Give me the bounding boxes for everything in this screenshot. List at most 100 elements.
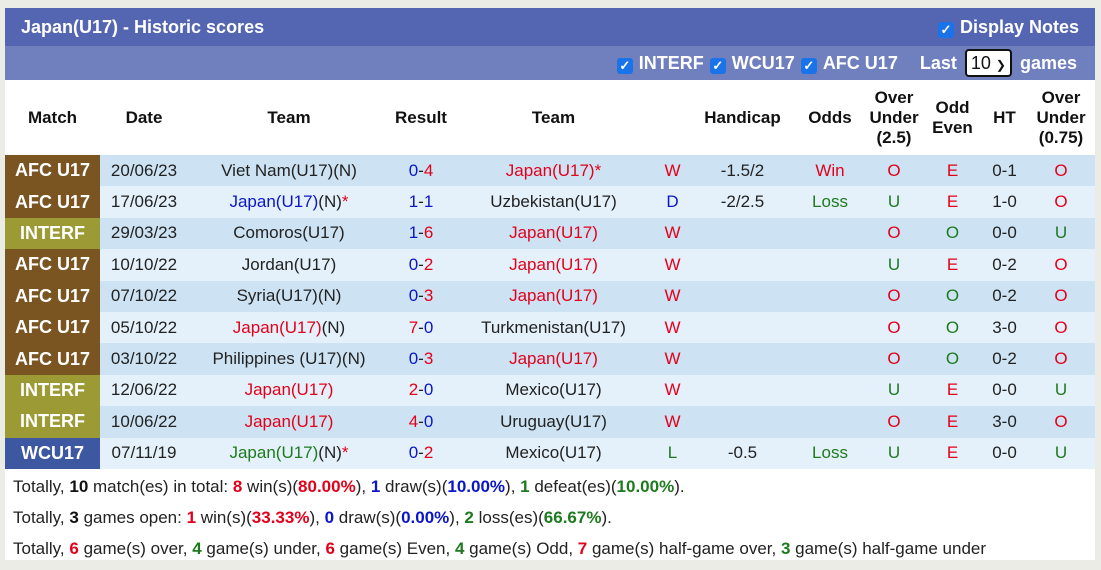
filter-wcu17[interactable]: ✓ WCU17 [709, 53, 795, 74]
home-team-cell[interactable]: Philippines (U17)(N) [188, 343, 390, 375]
filter-interf[interactable]: ✓ INTERF [616, 53, 704, 74]
summary-text: game(s) half-game under [790, 538, 987, 558]
filter-afc-u17[interactable]: ✓ AFC U17 [800, 53, 898, 74]
team-name: Comoros(U17) [233, 223, 345, 243]
match-badge[interactable]: AFC U17 [5, 311, 100, 344]
checkbox-icon[interactable]: ✓ [937, 21, 954, 38]
home-team-cell[interactable]: Viet Nam(U17)(N) [188, 155, 390, 187]
score-dash: - [418, 349, 424, 369]
home-team-cell[interactable]: Japan(U17)(N)* [188, 437, 390, 469]
games-count-select[interactable]: 10 ❯ [964, 49, 1012, 77]
odd-even-cell: E [923, 374, 982, 407]
score-dash: - [418, 317, 424, 337]
date-cell: 29/03/23 [100, 217, 188, 250]
home-team-cell[interactable]: Japan(U17) [188, 406, 390, 438]
home-team-cell[interactable]: Japan(U17) [188, 374, 390, 407]
column-header: Team [267, 107, 311, 127]
half-time-cell: 0-0 [982, 217, 1027, 250]
away-team-cell[interactable]: Mexico(U17) [452, 374, 655, 407]
match-badge[interactable]: AFC U17 [5, 186, 100, 218]
home-score: 1 [408, 192, 419, 212]
result-letter: W [664, 317, 681, 337]
away-team-cell[interactable]: Turkmenistan(U17) [452, 311, 655, 344]
neutral-marker: (N) [318, 192, 342, 212]
score-cell[interactable]: 0-3 [390, 280, 452, 312]
handicap-cell [690, 249, 795, 281]
odd-even-value: O [945, 349, 960, 369]
away-team-cell[interactable]: Japan(U17) [452, 217, 655, 250]
summary-value: 10.00% [616, 476, 675, 496]
handicap-cell: -1.5/2 [690, 155, 795, 187]
match-badge[interactable]: AFC U17 [5, 343, 100, 375]
table-row: INTERF 10/06/22 Japan(U17) 4-0 Uruguay(U17) W… [5, 406, 1095, 438]
score-cell[interactable]: 4-0 [390, 406, 452, 438]
checkbox-icon[interactable]: ✓ [616, 57, 633, 74]
over-under-075-value: O [1054, 317, 1068, 337]
summary-text: ). [601, 507, 612, 527]
over-under-value: O [887, 223, 901, 243]
match-badge[interactable]: INTERF [5, 217, 100, 250]
team-name: Japan(U17) [505, 160, 595, 180]
team-name: Japan(U17) [509, 349, 598, 369]
home-team-cell[interactable]: Comoros(U17) [188, 217, 390, 250]
over-under-value: U [887, 254, 901, 274]
home-team-cell[interactable]: Japan(U17)(N) [188, 311, 390, 344]
score-cell[interactable]: 1-6 [390, 217, 452, 250]
odd-even-cell: E [923, 249, 982, 281]
date-cell: 17/06/23 [100, 186, 188, 218]
summary-text: defeat(es)( [529, 476, 617, 496]
home-team-cell[interactable]: Japan(U17)(N)* [188, 186, 390, 218]
away-score: 3 [423, 286, 434, 306]
summary-text: Totally, [13, 538, 70, 558]
away-team-cell[interactable]: Japan(U17)* [452, 155, 655, 187]
match-badge[interactable]: AFC U17 [5, 155, 100, 187]
score-dash: - [418, 192, 424, 212]
table-row: WCU17 07/11/19 Japan(U17)(N)* 0-2 Mexico(U17… [5, 437, 1095, 469]
checkbox-icon[interactable]: ✓ [800, 57, 817, 74]
team-name: Uzbekistan(U17) [490, 192, 617, 212]
star-marker: * [594, 160, 602, 180]
checkbox-icon[interactable]: ✓ [709, 57, 726, 74]
date-cell: 07/11/19 [100, 437, 188, 469]
display-notes-toggle[interactable]: ✓ Display Notes [937, 17, 1079, 38]
result-letter: W [664, 380, 681, 400]
summary-value: 33.33% [251, 507, 310, 527]
summary-value: 1 [370, 476, 381, 496]
summary-value: 0.00% [401, 507, 450, 527]
away-team-cell[interactable]: Mexico(U17) [452, 437, 655, 469]
over-under-cell: O [865, 280, 923, 312]
away-team-cell[interactable]: Japan(U17) [452, 249, 655, 281]
away-team-cell[interactable]: Japan(U17) [452, 343, 655, 375]
home-team-cell[interactable]: Jordan(U17) [188, 249, 390, 281]
match-badge[interactable]: WCU17 [5, 437, 100, 469]
column-header: Match [27, 107, 78, 127]
score-cell[interactable]: 1-1 [390, 186, 452, 218]
match-badge[interactable]: AFC U17 [5, 249, 100, 281]
match-badge[interactable]: AFC U17 [5, 280, 100, 312]
team-name: Syria(U17)(N) [236, 286, 342, 306]
home-team-cell[interactable]: Syria(U17)(N) [188, 280, 390, 312]
score-cell[interactable]: 7-0 [390, 311, 452, 344]
date-cell: 10/06/22 [100, 406, 188, 438]
over-under-075-value: U [1054, 443, 1068, 463]
column-header: Result [395, 107, 447, 127]
half-time-cell: 1-0 [982, 186, 1027, 218]
match-badge[interactable]: INTERF [5, 406, 100, 438]
over-under-value: O [887, 349, 901, 369]
away-team-cell[interactable]: Uruguay(U17) [452, 406, 655, 438]
score-cell[interactable]: 2-0 [390, 374, 452, 407]
table-row: AFC U17 05/10/22 Japan(U17)(N) 7-0 Turkmenis… [5, 311, 1095, 344]
score-cell[interactable]: 0-3 [390, 343, 452, 375]
column-header: Over Under (0.75) [1036, 87, 1086, 147]
over-under-value: U [887, 443, 901, 463]
away-team-cell[interactable]: Japan(U17) [452, 280, 655, 312]
score-cell[interactable]: 0-4 [390, 155, 452, 187]
score-cell[interactable]: 0-2 [390, 437, 452, 469]
away-team-cell[interactable]: Uzbekistan(U17) [452, 186, 655, 218]
odd-even-cell: O [923, 343, 982, 375]
match-badge[interactable]: INTERF [5, 374, 100, 407]
over-under-value: U [887, 380, 901, 400]
score-cell[interactable]: 0-2 [390, 249, 452, 281]
home-score: 4 [408, 411, 419, 431]
team-name: Japan(U17) [244, 380, 334, 400]
